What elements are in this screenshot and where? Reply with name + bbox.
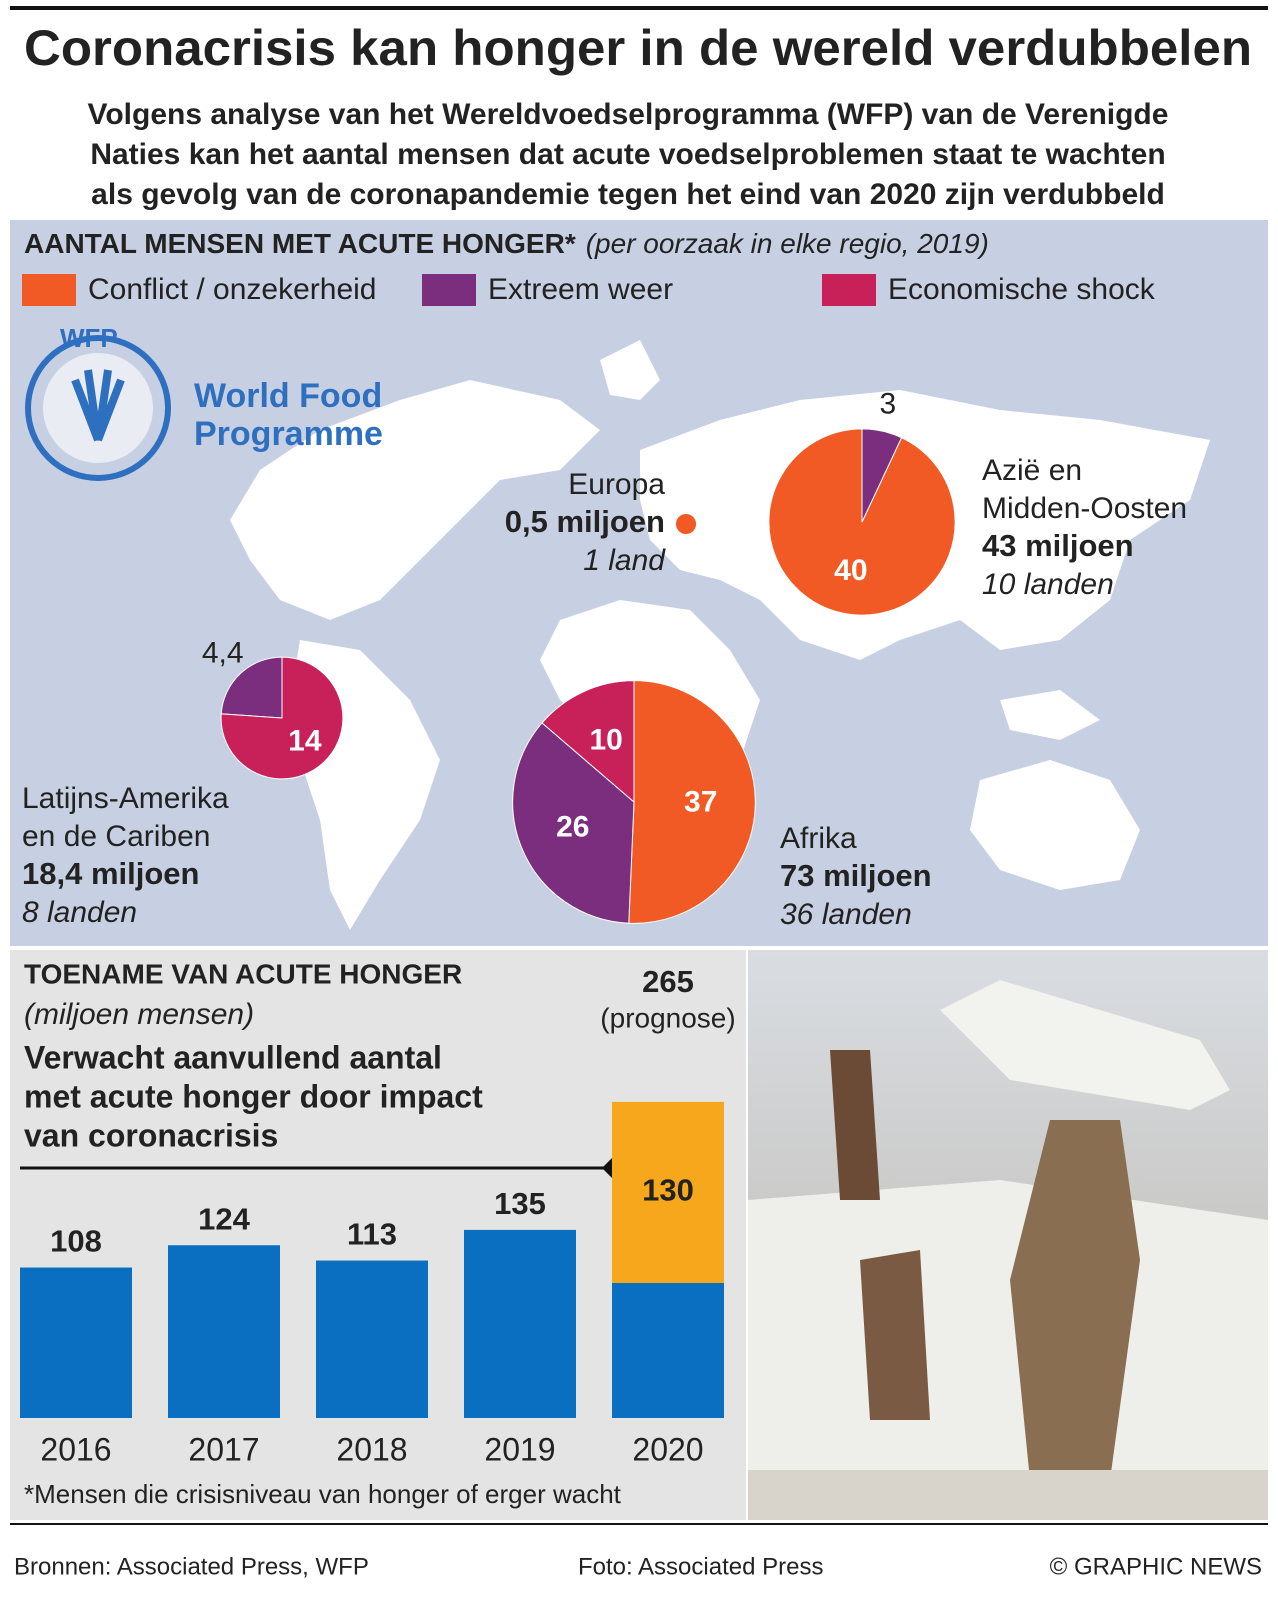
x-tick-label: 2016 (40, 1431, 111, 1467)
region-total: 18,4 miljoen (22, 856, 199, 891)
x-tick-label: 2020 (632, 1431, 703, 1467)
chart-title: TOENAME VAN ACUTE HONGER (24, 958, 462, 989)
pie-slice (861, 428, 903, 523)
data-label: 130 (642, 1173, 694, 1208)
photo-credit: Foto: Associated Press (578, 1553, 823, 1580)
subtitle: Volgens analyse van het Wereldvoedselpro… (88, 98, 1169, 131)
legend-label: Extreem weer (488, 273, 673, 306)
pie-slice (220, 656, 283, 719)
total-note: (prognose) (600, 1002, 735, 1033)
legend-swatch (822, 274, 876, 306)
top-rule (10, 6, 1268, 10)
ground (748, 1470, 1268, 1520)
region-countries: 10 landen (982, 568, 1114, 601)
region-total: 43 miljoen (982, 528, 1134, 563)
data-label: 108 (50, 1224, 102, 1259)
photo (748, 950, 1268, 1520)
pie-slice (512, 722, 635, 924)
sources: Bronnen: Associated Press, WFP (14, 1553, 369, 1580)
region-countries: 1 land (583, 544, 666, 577)
indonesia (1000, 690, 1100, 740)
pie-slice (220, 656, 344, 780)
australia (970, 760, 1140, 890)
chart-subtitle: (per oorzaak in elke regio, 2019) (586, 228, 989, 259)
region-name: Midden-Oosten (982, 492, 1187, 525)
title: Coronacrisis kan honger in de wereld ver… (24, 20, 1252, 76)
data-label: 124 (198, 1201, 250, 1236)
data-label: 10 (589, 723, 622, 756)
pie-slice (628, 680, 756, 924)
footnote: *Mensen die crisisniveau van honger of e… (24, 1479, 622, 1509)
pie-slice (675, 513, 697, 535)
x-tick-label: 2017 (188, 1431, 259, 1467)
data-label: 135 (494, 1186, 546, 1221)
region-name: Europa (568, 468, 665, 501)
region-name: en de Cariben (22, 820, 210, 853)
subtitle: als gevolg van de coronapandemie tegen h… (91, 178, 1165, 211)
logo-acronym: WFP (60, 323, 118, 353)
bar (464, 1229, 576, 1418)
pie-slice (541, 680, 635, 804)
annotation: Verwacht aanvullend aantal (24, 1039, 442, 1075)
worker (860, 1250, 930, 1420)
annotation: met acute honger door impact (24, 1078, 483, 1114)
region-countries: 36 landen (780, 898, 912, 931)
emblem-ring (25, 335, 171, 481)
chart-title: AANTAL MENSEN MET ACUTE HONGER* (24, 228, 576, 259)
pie-heading: AANTAL MENSEN MET ACUTE HONGER* (per oorz… (24, 228, 989, 259)
wfp-emblem (25, 335, 171, 481)
chart-subtitle: (miljoen mensen) (24, 998, 254, 1031)
x-tick-label: 2018 (336, 1431, 407, 1467)
bar (20, 1267, 132, 1418)
x-tick-label: 2019 (484, 1431, 555, 1467)
worker (1010, 1120, 1140, 1480)
region-name: Azië en (982, 454, 1082, 487)
data-label: 40 (834, 554, 867, 587)
emblem-wheat (71, 369, 125, 442)
data-label: 3 (880, 388, 897, 421)
legend-swatch (22, 274, 76, 306)
total-label: 265 (642, 964, 694, 999)
subtitle: Naties kan het aantal mensen dat acute v… (90, 138, 1165, 171)
bar (168, 1245, 280, 1418)
legend-label: Conflict / onzekerheid (88, 273, 377, 306)
worker (830, 1050, 880, 1200)
pie-slice (768, 428, 956, 616)
bar (316, 1260, 428, 1418)
data-label: 113 (347, 1217, 397, 1252)
sack (940, 980, 1230, 1110)
copyright: © GRAPHIC NEWS (1050, 1553, 1262, 1580)
region-total: 0,5 miljoen (505, 504, 665, 539)
greenland (600, 340, 660, 400)
data-label: 14 (288, 724, 322, 757)
region-total: 73 miljoen (780, 858, 932, 893)
logo-name: Programme (194, 415, 383, 453)
annotation: van coronacrisis (24, 1117, 278, 1153)
data-label: 4,4 (202, 636, 244, 669)
legend-swatch (422, 274, 476, 306)
bar (612, 1101, 724, 1283)
logo-name: World Food (194, 377, 382, 415)
region-countries: 8 landen (22, 896, 137, 929)
north-america (230, 380, 600, 620)
sacks (748, 1180, 1268, 1520)
data-label: 26 (556, 810, 589, 843)
data-label: 37 (684, 785, 717, 818)
emblem-globe (43, 353, 153, 463)
legend-label: Economische shock (888, 273, 1156, 306)
region-name: Latijns-Amerika (22, 782, 229, 815)
region-name: Afrika (780, 822, 857, 855)
